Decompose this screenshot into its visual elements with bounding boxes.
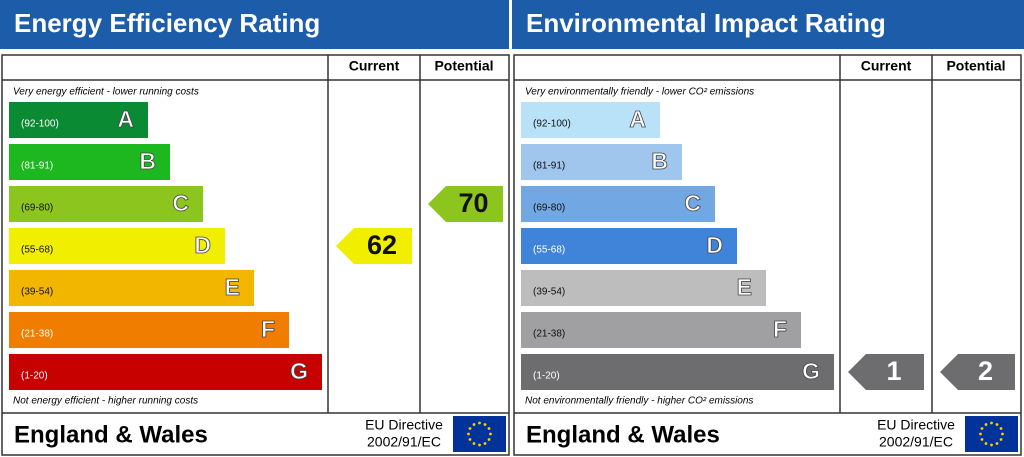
band-letter: E bbox=[225, 274, 240, 300]
rating-panel: Energy Efficiency Rating Current Potential… bbox=[0, 0, 510, 456]
bottom-note: Not energy efficient - higher running co… bbox=[13, 396, 198, 407]
eu-star bbox=[487, 438, 491, 441]
rating-band bbox=[9, 102, 148, 138]
bottom-note: Not environmentally friendly - higher CO… bbox=[525, 396, 753, 407]
eu-star bbox=[980, 427, 984, 430]
eu-star bbox=[990, 443, 993, 447]
eu-star bbox=[467, 432, 470, 436]
eu-star bbox=[478, 443, 481, 447]
rating-band bbox=[521, 228, 737, 264]
title-bar bbox=[512, 0, 1024, 49]
rating-arrow bbox=[940, 354, 1015, 390]
band-letter: G bbox=[290, 358, 308, 384]
eu-star bbox=[489, 432, 492, 436]
title-bar bbox=[0, 0, 509, 49]
band-range: (55-68) bbox=[21, 245, 53, 256]
rating-band bbox=[9, 144, 170, 180]
band-letter: A bbox=[117, 106, 134, 132]
eu-star bbox=[483, 423, 487, 426]
band-letter: C bbox=[172, 190, 189, 216]
band-range: (39-54) bbox=[533, 287, 565, 298]
rating-band bbox=[9, 186, 203, 222]
rating-arrow bbox=[848, 354, 924, 390]
column-header: Current bbox=[349, 58, 400, 74]
rating-value: 1 bbox=[886, 356, 901, 386]
rating-band bbox=[521, 354, 834, 390]
panel-title: Environmental Impact Rating bbox=[526, 8, 886, 38]
eu-star bbox=[478, 421, 481, 425]
footer-directive: EU Directive bbox=[365, 417, 443, 433]
band-letter: D bbox=[194, 232, 211, 258]
column-header: Potential bbox=[434, 58, 493, 74]
eu-star bbox=[984, 442, 988, 445]
footer-directive: EU Directive bbox=[877, 417, 955, 433]
rating-value: 2 bbox=[978, 356, 993, 386]
footer-region: England & Wales bbox=[14, 421, 208, 448]
band-range: (92-100) bbox=[21, 119, 59, 130]
band-letter: C bbox=[684, 190, 701, 216]
eu-star bbox=[999, 427, 1003, 430]
band-range: (21-38) bbox=[533, 329, 565, 340]
band-letter: F bbox=[261, 316, 275, 342]
eu-star bbox=[979, 432, 982, 436]
rating-band bbox=[9, 270, 254, 306]
panel-title: Energy Efficiency Rating bbox=[14, 8, 320, 38]
band-range: (39-54) bbox=[21, 287, 53, 298]
rating-band bbox=[521, 186, 715, 222]
eu-star bbox=[1001, 432, 1004, 436]
eu-flag bbox=[965, 416, 1018, 452]
band-range: (69-80) bbox=[21, 203, 53, 214]
eu-star bbox=[483, 442, 487, 445]
rating-arrow bbox=[428, 186, 503, 222]
band-range: (55-68) bbox=[533, 245, 565, 256]
rating-band bbox=[521, 144, 682, 180]
rating-band bbox=[9, 228, 225, 264]
band-letter: B bbox=[651, 148, 668, 174]
column-header: Current bbox=[861, 58, 912, 74]
band-letter: F bbox=[773, 316, 787, 342]
footer-region: England & Wales bbox=[526, 421, 720, 448]
rating-value: 62 bbox=[367, 230, 397, 260]
eu-star bbox=[472, 423, 476, 426]
top-note: Very energy efficient - lower running co… bbox=[13, 87, 199, 98]
footer-code: 2002/91/EC bbox=[367, 434, 441, 450]
band-letter: A bbox=[629, 106, 646, 132]
band-letter: B bbox=[139, 148, 156, 174]
top-note: Very environmentally friendly - lower CO… bbox=[525, 87, 754, 98]
band-range: (1-20) bbox=[21, 371, 48, 382]
eu-star bbox=[487, 427, 491, 430]
eu-star bbox=[995, 442, 999, 445]
eu-star bbox=[995, 423, 999, 426]
eu-star bbox=[468, 438, 472, 441]
band-range: (21-38) bbox=[21, 329, 53, 340]
rating-band bbox=[521, 270, 766, 306]
band-letter: D bbox=[706, 232, 723, 258]
rating-band bbox=[9, 354, 322, 390]
footer-code: 2002/91/EC bbox=[879, 434, 953, 450]
band-range: (81-91) bbox=[533, 161, 565, 172]
rating-band bbox=[521, 102, 660, 138]
band-letter: G bbox=[802, 358, 820, 384]
eu-star bbox=[999, 438, 1003, 441]
column-header: Potential bbox=[946, 58, 1005, 74]
band-range: (69-80) bbox=[533, 203, 565, 214]
rating-arrow bbox=[336, 228, 412, 264]
rating-panel: Environmental Impact Rating Current Potent… bbox=[512, 0, 1024, 456]
rating-band bbox=[521, 312, 801, 348]
band-range: (92-100) bbox=[533, 119, 571, 130]
eu-star bbox=[990, 421, 993, 425]
eu-star bbox=[984, 423, 988, 426]
band-range: (1-20) bbox=[533, 371, 560, 382]
rating-value: 70 bbox=[458, 188, 488, 218]
eu-flag bbox=[453, 416, 506, 452]
eu-star bbox=[472, 442, 476, 445]
band-range: (81-91) bbox=[21, 161, 53, 172]
rating-band bbox=[9, 312, 289, 348]
eu-star bbox=[980, 438, 984, 441]
band-letter: E bbox=[737, 274, 752, 300]
eu-star bbox=[468, 427, 472, 430]
